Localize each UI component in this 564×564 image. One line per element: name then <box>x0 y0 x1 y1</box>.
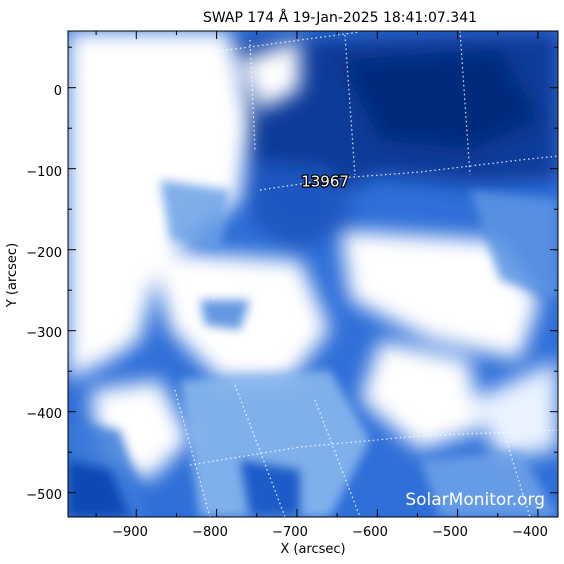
y-axis-label: Y (arcsec) <box>5 243 20 308</box>
axis-ticks <box>68 31 558 517</box>
plot-title: SWAP 174 Å 19-Jan-2025 18:41:07.341 <box>203 9 477 26</box>
dark-region-bottom <box>68 460 300 517</box>
dark-region-top <box>230 31 558 250</box>
plot-frame <box>67 30 559 518</box>
y-tick-labels: 0 −100 −200 −300 −400 −500 <box>26 84 62 503</box>
x-tick-label: −500 <box>432 525 468 540</box>
y-tick-label: −500 <box>26 488 62 503</box>
y-tick-label: −200 <box>26 246 62 261</box>
x-tick-label: −600 <box>352 525 388 540</box>
x-tick-label: −800 <box>192 525 228 540</box>
x-tick-label: −900 <box>112 525 148 540</box>
y-tick-label: −100 <box>26 165 62 180</box>
y-tick-label: 0 <box>54 84 62 99</box>
watermark-text: SolarMonitor.org <box>405 490 545 510</box>
y-tick-label: −400 <box>26 407 62 422</box>
heliographic-grid <box>79 31 558 517</box>
y-tick-label: −300 <box>26 326 62 341</box>
x-tick-label: −400 <box>512 525 548 540</box>
solar-image <box>68 31 558 517</box>
x-axis-label: X (arcsec) <box>280 542 345 557</box>
active-region-label: 13967 <box>301 173 349 191</box>
x-tick-labels: −900 −800 −700 −600 −500 −400 <box>112 525 548 540</box>
x-tick-label: −700 <box>272 525 308 540</box>
